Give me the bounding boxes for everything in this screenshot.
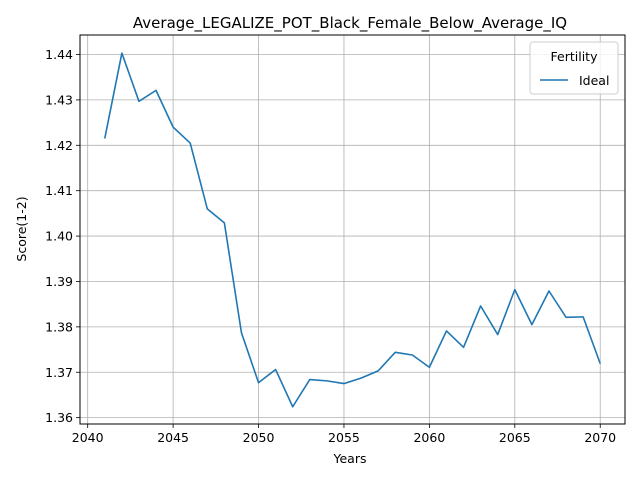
x-tick-label: 2060 bbox=[413, 430, 445, 445]
x-tick-label: 2040 bbox=[72, 430, 104, 445]
y-axis-ticks: 1.36 1.37 1.38 1.39 1.40 1.41 1.42 1.43 1.44 bbox=[45, 47, 80, 425]
x-axis-label: Years bbox=[333, 451, 367, 466]
x-axis-ticks: 2040 2045 2050 2055 2060 2065 2070 bbox=[72, 424, 616, 445]
legend-title: Fertility bbox=[551, 49, 599, 64]
x-tick-label: 2070 bbox=[584, 430, 616, 445]
y-tick-label: 1.36 bbox=[45, 410, 73, 425]
legend-label-ideal: Ideal bbox=[579, 73, 609, 88]
legend: Fertility Ideal bbox=[529, 41, 619, 95]
y-tick-label: 1.43 bbox=[45, 92, 73, 107]
y-tick-label: 1.40 bbox=[45, 229, 73, 244]
y-tick-label: 1.41 bbox=[45, 183, 73, 198]
y-tick-label: 1.39 bbox=[45, 274, 73, 289]
x-tick-label: 2055 bbox=[328, 430, 360, 445]
y-axis-label: Score(1-2) bbox=[14, 196, 29, 261]
plot-frame bbox=[79, 34, 626, 425]
x-tick-label: 2050 bbox=[243, 430, 275, 445]
y-tick-label: 1.44 bbox=[45, 47, 73, 62]
legend-box bbox=[529, 41, 619, 95]
y-tick-label: 1.37 bbox=[45, 365, 73, 380]
y-tick-label: 1.38 bbox=[45, 319, 73, 334]
x-tick-label: 2045 bbox=[157, 430, 189, 445]
chart-title: Average_LEGALIZE_POT_Black_Female_Below_… bbox=[133, 14, 567, 33]
series-line-ideal bbox=[103, 52, 601, 408]
y-tick-label: 1.42 bbox=[45, 138, 73, 153]
x-tick-label: 2065 bbox=[499, 430, 531, 445]
plot-area bbox=[79, 34, 626, 425]
